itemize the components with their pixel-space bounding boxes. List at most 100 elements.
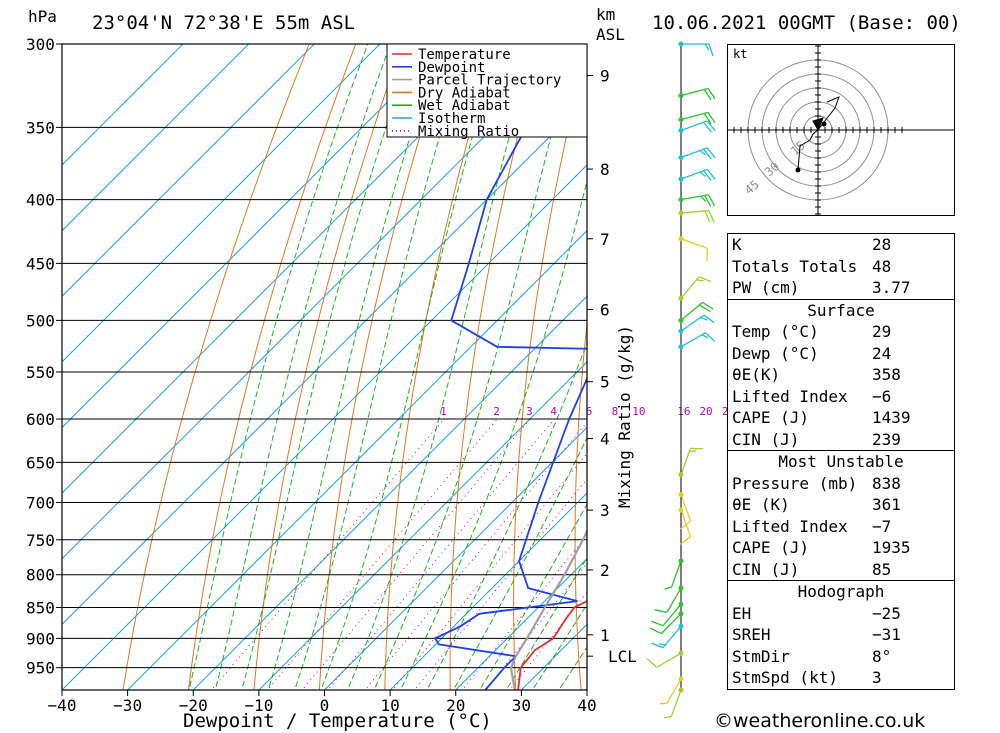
wind-barb-flag <box>689 449 697 453</box>
dry-adiabat-line <box>318 44 450 690</box>
wet-adiabat-line <box>241 44 415 690</box>
legend-label: Mixing Ratio <box>418 124 519 140</box>
wind-barb-flag <box>702 301 714 310</box>
wet-adiabat-line <box>188 44 369 690</box>
wind-barb-staff <box>670 689 682 717</box>
isotherm-line <box>62 44 249 232</box>
wind-barb-dot <box>678 127 684 133</box>
wind-barb-flag <box>707 87 716 100</box>
pressure-tick-label: 550 <box>26 363 55 382</box>
height-tick-label: 2 <box>600 561 610 580</box>
mixing-ratio-label: 3 <box>526 405 533 418</box>
isotherm-line <box>455 558 587 690</box>
wind-barb-dot <box>678 328 684 334</box>
wind-barb <box>678 87 716 101</box>
dry-adiabat-line <box>513 47 587 690</box>
temperature-tick-label: 10 <box>380 696 399 715</box>
isotherm-line <box>62 164 587 690</box>
wind-barb-flag <box>650 620 664 627</box>
wind-barb-flag <box>680 520 691 530</box>
isotherm-line <box>389 492 587 690</box>
wind-barb-staff <box>666 587 682 613</box>
mixing-ratio-label: 10 <box>632 405 645 418</box>
wind-barb-flag <box>698 276 712 283</box>
mu-row-thetae: θE (K) 361 <box>732 495 901 514</box>
wind-barb <box>654 585 684 613</box>
wind-barb-flag <box>650 642 664 649</box>
isotherm-line <box>324 426 587 690</box>
hodograph-start-dot <box>795 167 801 173</box>
wind-barb-staff <box>670 560 682 588</box>
height-tick-label: 6 <box>600 300 610 319</box>
background-lines <box>62 44 587 690</box>
hodograph-unit: kt <box>733 47 747 61</box>
wind-barb <box>678 236 708 262</box>
mu-row-cin: CIN (J) 85 <box>732 559 892 579</box>
wind-barb <box>678 168 716 182</box>
wind-barb <box>678 120 716 133</box>
wind-barb-dot <box>678 558 684 564</box>
pressure-tick-label: 650 <box>26 453 55 472</box>
profile-lines <box>433 59 587 690</box>
height-tick-label: 4 <box>600 430 610 449</box>
wind-barb-dot <box>678 236 684 242</box>
isotherm-line <box>62 44 512 494</box>
wind-barb-dot <box>678 507 684 513</box>
wind-barb <box>649 611 684 635</box>
wind-barb-staff <box>680 147 708 159</box>
wind-barb-flag <box>708 43 714 57</box>
legend-label: Wet Adiabat <box>418 98 511 114</box>
wind-barb-staff <box>680 120 708 132</box>
wind-barb-staff <box>680 332 706 348</box>
wind-barb <box>646 650 684 668</box>
wind-barb-flag <box>699 150 706 156</box>
temperature-tick-label: 20 <box>446 696 465 715</box>
wind-barb-flag <box>708 194 716 207</box>
wet-adiabat-line <box>294 44 470 690</box>
pressure-tick-label: 500 <box>26 311 55 330</box>
wind-barb-staff <box>680 509 692 537</box>
station-location: 23°04'N 72°38'E 55m ASL <box>92 12 355 34</box>
temperature-tick-label: −10 <box>244 696 273 715</box>
temperature-tick-label: −30 <box>113 696 142 715</box>
dewpoint-line <box>433 59 587 690</box>
wind-barb-dot <box>678 295 684 301</box>
wind-barb-flag <box>699 304 711 313</box>
wind-barb-staff <box>680 209 709 214</box>
wind-barb <box>678 194 716 207</box>
surface-row-dewp: Dewp (°C) 24 <box>732 343 892 363</box>
dry-adiabat-line <box>574 319 587 690</box>
wind-barb-flag <box>649 627 662 635</box>
height-tick-label: 3 <box>600 501 610 520</box>
wind-barb <box>650 623 684 649</box>
mixing-ratio-line <box>326 418 555 690</box>
wind-barb-dot <box>678 492 684 498</box>
isotherm-line <box>62 44 446 429</box>
wind-barb <box>678 147 716 160</box>
pressure-tick-label: 300 <box>26 35 55 54</box>
wind-barb-staff <box>662 603 682 627</box>
mixing-ratio-label: 1 <box>440 405 447 418</box>
wind-barb-flag <box>646 658 658 668</box>
wind-barb-flag <box>703 314 715 324</box>
height-tick-label: 9 <box>600 67 610 86</box>
isotherm-line <box>192 295 587 690</box>
wind-barbs <box>646 41 716 719</box>
legend-label: Dewpoint <box>418 60 485 76</box>
wind-barb-staff <box>680 448 692 475</box>
dry-adiabat-line <box>384 44 496 690</box>
storm-motion-arrow <box>812 117 824 132</box>
wet-adiabat-line <box>347 44 536 690</box>
indices-table: K 28 Totals Totals 48 PW (cm) 3.77 Surface … <box>727 233 955 690</box>
wind-barb-flag <box>706 120 716 132</box>
wind-barb-dot <box>678 317 684 323</box>
wind-barb-flag <box>704 43 710 51</box>
mu-row-pressure: Pressure (mb) 838 <box>732 473 901 493</box>
wind-barb-flag <box>701 334 709 339</box>
wind-barb <box>678 41 714 57</box>
temperature-tick-label: 40 <box>577 696 596 715</box>
wind-barb-flag <box>703 121 712 133</box>
wind-barb-flag <box>680 535 691 545</box>
hodo-row-eh: EH −25 <box>732 603 901 623</box>
wind-barb-staff <box>680 276 700 299</box>
